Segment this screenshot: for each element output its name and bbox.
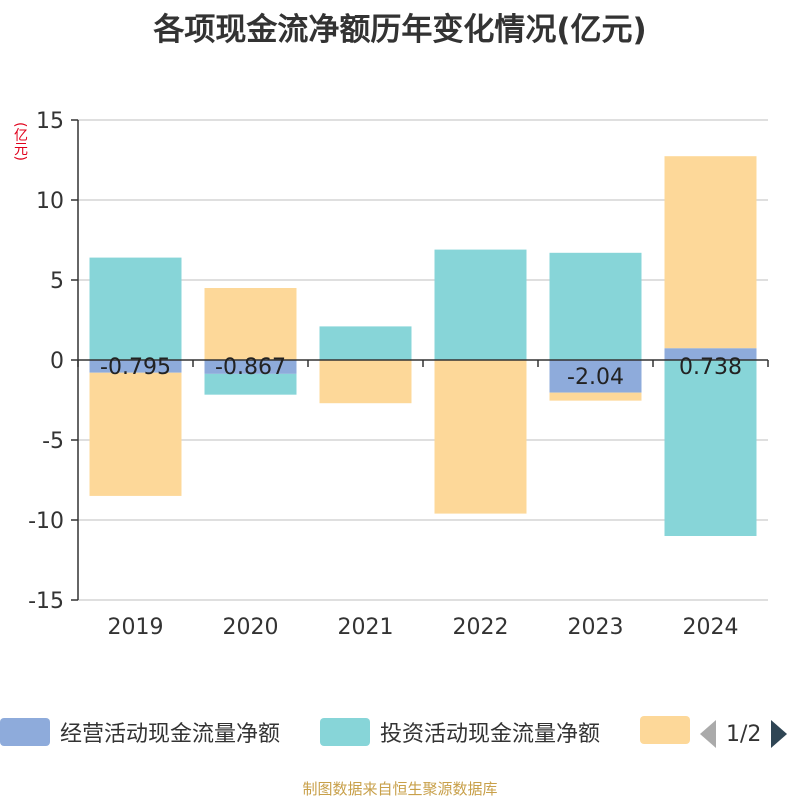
y-tick-label: 0 [50, 349, 64, 374]
bar-2024-series-1[interactable] [664, 360, 757, 536]
y-tick-label: -15 [28, 589, 64, 614]
x-tick-label: 2019 [108, 615, 164, 640]
legend-label-operating: 经营活动现金流量净额 [60, 722, 281, 747]
legend-swatch-operating [0, 718, 50, 746]
next-page-icon[interactable] [771, 720, 788, 748]
grid-lines [78, 119, 768, 601]
legend-swatch-financing [640, 716, 690, 744]
data-labels: -0.795 -0.867 -2.04 0.738 [100, 355, 742, 390]
data-source-footer: 制图数据来自恒生聚源数据库 [302, 780, 498, 798]
x-tick-label: 2023 [568, 615, 624, 640]
y-tick-label: 15 [36, 109, 64, 134]
legend-item-operating[interactable]: 经营活动现金流量净额 [0, 716, 280, 748]
bar-2021-series-1[interactable] [319, 326, 412, 360]
data-label-2024: 0.738 [679, 355, 742, 380]
bar-2021-series-2[interactable] [319, 360, 412, 404]
bar-2023-series-2[interactable] [549, 392, 642, 401]
axes: 15 10 5 0 -5 -10 -15 2019 2020 2021 2022 2023 2024 [28, 109, 769, 640]
legend-page-indicator: 1/2 [726, 721, 762, 747]
legend: 经营活动现金流量净额 投资活动现金流量净额 [0, 716, 800, 752]
bar-2022-series-1[interactable] [434, 249, 527, 360]
legend-item-investing[interactable]: 投资活动现金流量净额 [320, 716, 600, 748]
legend-pager: 1/2 [700, 716, 788, 752]
bar-2022-series-2[interactable] [434, 360, 527, 514]
y-axis-unit: (亿元) [12, 122, 28, 161]
legend-swatch-investing [320, 718, 370, 746]
bar-chart: 15 10 5 0 -5 -10 -15 2019 2020 2021 2022 2023 2024 -… [28, 109, 769, 640]
y-tick-label: -10 [28, 509, 64, 534]
bar-2024-series-0[interactable] [664, 348, 757, 360]
bar-2020-series-0[interactable] [204, 360, 297, 374]
bar-2020-series-1[interactable] [204, 373, 297, 395]
bar-2024-series-2[interactable] [664, 156, 757, 349]
x-tick-label: 2020 [223, 615, 279, 640]
bar-2019-series-1[interactable] [89, 257, 182, 360]
bar-2023-series-1[interactable] [549, 252, 642, 360]
bars [89, 156, 757, 536]
y-tick-label: -5 [42, 429, 64, 454]
bar-2019-series-0[interactable] [89, 360, 182, 373]
bar-2020-series-2[interactable] [204, 288, 297, 360]
legend-item-financing[interactable] [640, 716, 690, 744]
y-tick-label: 10 [36, 189, 64, 214]
data-label-2019: -0.795 [100, 355, 171, 380]
x-tick-label: 2022 [453, 615, 509, 640]
chart-title: 各项现金流净额历年变化情况(亿元) [153, 12, 647, 48]
data-label-2023: -2.04 [567, 365, 624, 390]
data-label-2020: -0.867 [215, 355, 286, 380]
x-tick-label: 2021 [338, 615, 394, 640]
bar-2023-series-0[interactable] [549, 360, 642, 393]
legend-label-investing: 投资活动现金流量净额 [380, 722, 601, 747]
bar-2019-series-2[interactable] [89, 372, 182, 496]
y-tick-label: 5 [50, 269, 64, 294]
x-tick-label: 2024 [683, 615, 739, 640]
previous-page-icon[interactable] [700, 720, 716, 748]
